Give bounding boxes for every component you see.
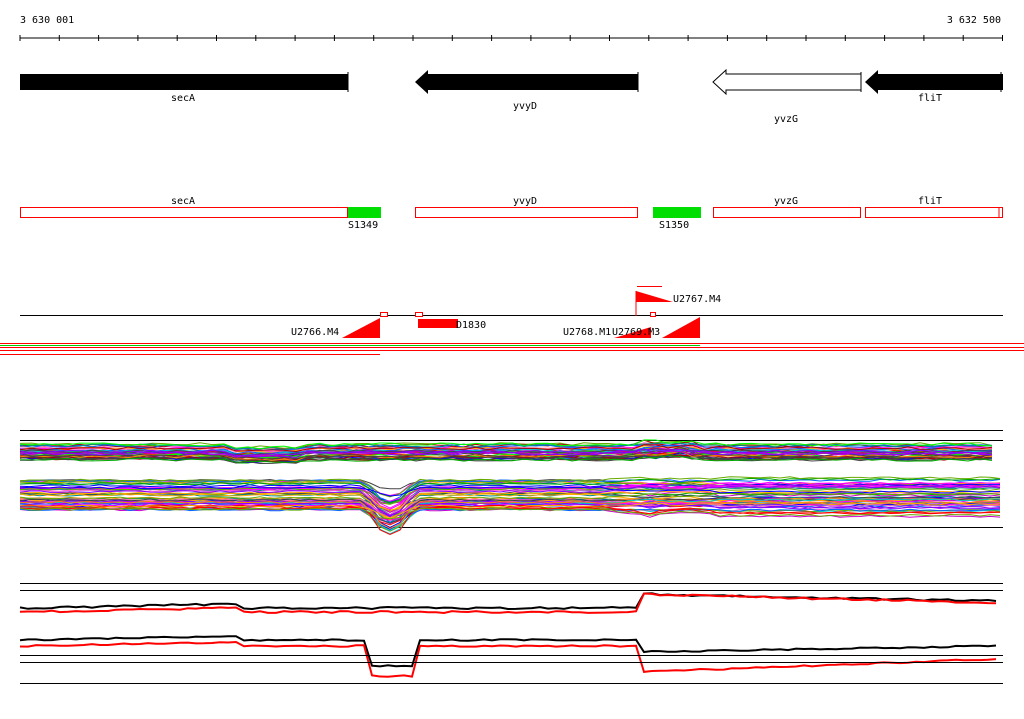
- downshift-D1830-marker[interactable]: [418, 319, 458, 328]
- ruler-start-label: 3 630 001: [20, 15, 74, 26]
- expression-profile-lower: [19, 477, 1001, 504]
- expression-profile-lower: [19, 476, 1001, 498]
- upshift-U2766.M4-label: U2766.M4: [291, 327, 339, 338]
- transcript-secA-box[interactable]: [20, 207, 348, 218]
- expression-profile-lower: [19, 482, 1001, 504]
- transcript-yvyD-box[interactable]: [415, 207, 638, 218]
- coordinate-ruler: 3 630 001 3 632 500: [19, 15, 1003, 41]
- upshift-U2768.M1-marker[interactable]: [614, 327, 651, 338]
- gene-secA-arrow[interactable]: [20, 74, 348, 90]
- expression-profile-upper: [19, 439, 993, 450]
- summary-profile-red-upper: [19, 592, 997, 615]
- summary-profile-black-upper: [19, 592, 997, 611]
- upshift-U2766.M4-marker[interactable]: [342, 318, 380, 338]
- expression-profile-lower: [19, 507, 1001, 535]
- expression-profile-lower: [19, 502, 1001, 518]
- gene-yvzG-arrow[interactable]: [712, 68, 862, 96]
- segment-S1349-label: S1349: [348, 220, 378, 231]
- expression-profile-lower: [19, 498, 1001, 518]
- gene-secA-label: secA: [171, 93, 195, 104]
- gene-yvzG-label: yvzG: [774, 114, 798, 125]
- coverage-lines: [0, 343, 1024, 355]
- upshift-U2769.M3-marker[interactable]: [662, 317, 700, 338]
- expression-profile-upper: [19, 444, 993, 453]
- feature-track: U2766.M4 D1830 U2767.M4 U2768.M1 U2769.M…: [20, 286, 1003, 338]
- transcript-fliT-box[interactable]: [865, 207, 1003, 218]
- transcript-fliT-label: fliT: [918, 196, 942, 207]
- upshift-U2767.M4-marker[interactable]: [636, 291, 673, 302]
- expression-profile-upper: [20, 454, 993, 463]
- expression-profile-upper: [19, 449, 993, 460]
- upshift-U2766.M4-tick: [380, 312, 388, 317]
- expression-profile-lower: [19, 504, 1001, 536]
- expression-profile-lower: [19, 492, 1001, 519]
- summary-profile-red-lower: [19, 640, 997, 678]
- expression-profile-upper: [19, 448, 993, 456]
- segment-S1350[interactable]: [653, 207, 701, 218]
- summary-profile-lines: [19, 592, 1003, 678]
- transcript-yvzG-label: yvzG: [774, 196, 798, 207]
- upshift-U2769.M3-label: U2769.M3: [612, 327, 660, 338]
- gene-track: secA yvyD yvzG fliT: [20, 68, 1003, 125]
- expression-profile-lower: [19, 498, 1001, 532]
- summary-profiles-panel: [19, 583, 1003, 684]
- expression-profiles-panel: [19, 430, 1003, 536]
- expression-profile-lower: [19, 500, 1001, 530]
- transcript-yvyD-label: yvyD: [513, 196, 537, 207]
- upshift-U2767.M4-label: U2767.M4: [673, 294, 721, 305]
- gene-fliT-arrow[interactable]: [865, 70, 1003, 94]
- expression-profile-upper: [19, 446, 993, 456]
- transcript-yvzG-box[interactable]: [713, 207, 861, 218]
- transcript-track: secA S1349 yvyD S1350 yvzG fliT: [20, 196, 1003, 231]
- expression-profile-lower: [19, 486, 1001, 497]
- expression-profile-lower: [19, 502, 1001, 519]
- gene-yvyD-label: yvyD: [513, 101, 537, 112]
- expression-profile-lower: [19, 487, 1001, 505]
- segment-S1349[interactable]: [348, 207, 381, 218]
- ruler-end-label: 3 632 500: [947, 15, 1001, 26]
- expression-profile-upper: [19, 448, 993, 457]
- downshift-D1830-label: D1830: [456, 320, 486, 331]
- expression-profile-lower: [19, 507, 1001, 520]
- expression-profile-upper: [19, 450, 993, 462]
- upshift-U2768.M1-label: U2768.M1: [563, 327, 611, 338]
- segment-S1350-label: S1350: [659, 220, 689, 231]
- upshift-U2768.M1-tick: [650, 312, 656, 317]
- expression-profile-lower: [19, 485, 1001, 517]
- expression-profile-lines: [19, 439, 1001, 536]
- ruler-ticks: [19, 35, 1003, 41]
- summary-profile-black-lower: [19, 635, 997, 668]
- downshift-D1830-tick: [415, 312, 423, 317]
- transcript-secA-label: secA: [171, 196, 195, 207]
- gene-fliT-label: fliT: [918, 93, 942, 104]
- expression-profile-lower: [19, 490, 1001, 511]
- gene-yvyD-arrow[interactable]: [415, 70, 638, 94]
